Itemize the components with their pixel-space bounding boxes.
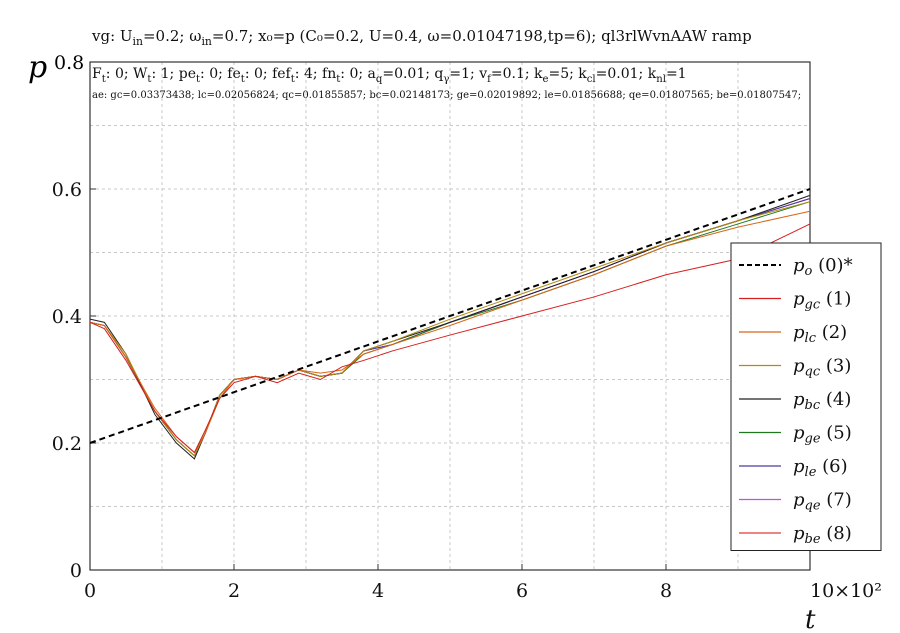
legend-label: pgc (1) bbox=[793, 289, 851, 313]
y-tick-label: 0.4 bbox=[52, 306, 82, 328]
series-line-gc bbox=[89, 223, 811, 454]
x-tick-label: 2 bbox=[228, 580, 240, 602]
error-line: ae: gc=0.03373438; lc=0.02056824; qc=0.0… bbox=[92, 90, 802, 101]
x-multiplier-label: 10×10² bbox=[810, 580, 882, 602]
parameter-line: Ft: 0; Wt: 1; pet: 0; fet: 0; feft: 4; f… bbox=[92, 66, 687, 85]
legend-label: pqe (7) bbox=[793, 490, 852, 514]
x-tick-label: 0 bbox=[84, 580, 96, 602]
y-axis-label: p bbox=[28, 50, 48, 85]
x-tick-label: 4 bbox=[372, 580, 384, 602]
legend-label: ple (6) bbox=[793, 456, 848, 480]
x-tick-label: 8 bbox=[660, 580, 672, 602]
chart-title: vg: Uin=0.2; ωin=0.7; x₀=p (C₀=0.2, U=0.… bbox=[92, 27, 752, 48]
legend-label: pbe (8) bbox=[793, 523, 852, 547]
legend-label: pqc (3) bbox=[793, 356, 851, 380]
legend-label: pbc (4) bbox=[793, 389, 851, 413]
y-top-tick-label: 0.8 bbox=[54, 52, 85, 74]
legend-label: pge (5) bbox=[793, 423, 852, 447]
x-axis-label: t bbox=[805, 605, 816, 633]
series-line-lc bbox=[89, 210, 811, 454]
series-group bbox=[89, 188, 811, 460]
y-tick-label: 0 bbox=[70, 560, 82, 582]
y-tick-label: 0.6 bbox=[52, 179, 82, 201]
axis-ticks: 0 2 4 6 8 0 0.2 0.4 0.6 bbox=[52, 179, 672, 602]
y-tick-label: 0.2 bbox=[52, 433, 82, 455]
legend-label: plc (2) bbox=[793, 322, 847, 346]
x-tick-label: 6 bbox=[516, 580, 528, 602]
legend: po (0)* pgc (1) plc (2) pqc (3) pbc (4) pge (… bbox=[730, 242, 882, 551]
series-line-o bbox=[89, 188, 811, 444]
legend-label: po (0)* bbox=[793, 255, 853, 279]
